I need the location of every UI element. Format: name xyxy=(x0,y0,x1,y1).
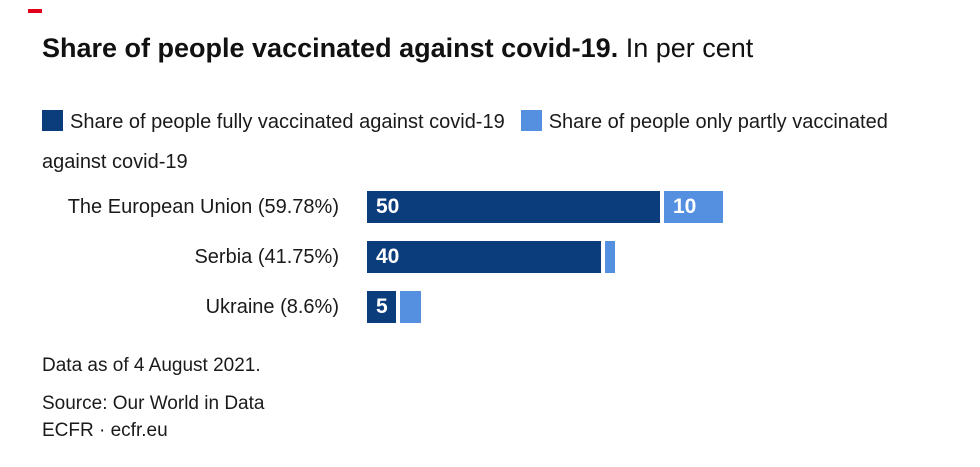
bar-segment-partly-vaccinated: 10 xyxy=(664,191,723,223)
footer-data-date: Data as of 4 August 2021. xyxy=(42,355,261,376)
bar-value-label: 10 xyxy=(673,195,697,218)
bar-value-label: 5 xyxy=(376,295,388,318)
chart-title-subtitle: In per cent xyxy=(625,33,754,63)
legend-label-partly-vaccinated-line1: Share of people only partly vaccinated xyxy=(548,111,888,133)
legend-label-partly-vaccinated-line2: against covid-19 xyxy=(42,151,188,173)
bar-segment-fully-vaccinated: 5 xyxy=(367,291,396,323)
legend-swatch-fully-vaccinated-icon xyxy=(42,110,63,131)
legend: Share of people fully vaccinated against… xyxy=(42,102,972,182)
bar-row-european-union: The European Union (59.78%) 50 10 xyxy=(0,191,980,223)
bar-row-serbia: Serbia (41.75%) 40 xyxy=(0,241,980,273)
legend-label-fully-vaccinated: Share of people fully vaccinated against… xyxy=(70,111,505,133)
footer-source: Source: Our World in Data xyxy=(42,393,265,414)
category-label-ukraine: Ukraine (8.6%) xyxy=(205,295,339,318)
bar-chart: The European Union (59.78%) 50 10 Serbia… xyxy=(0,191,980,341)
bar-segment-partly-vaccinated xyxy=(605,241,615,273)
bar-value-label: 40 xyxy=(376,245,400,268)
bar-value-label: 50 xyxy=(376,195,400,218)
bar-row-ukraine: Ukraine (8.6%) 5 xyxy=(0,291,980,323)
bar-segment-fully-vaccinated: 50 xyxy=(367,191,660,223)
legend-swatch-partly-vaccinated-icon xyxy=(520,110,542,131)
chart-title: Share of people vaccinated against covid… xyxy=(42,33,753,63)
footer-credit: ECFR · ecfr.eu xyxy=(42,420,168,441)
bar-segment-fully-vaccinated: 40 xyxy=(367,241,601,273)
ecfr-brand-dash-icon xyxy=(28,9,42,13)
bar-segment-partly-vaccinated xyxy=(400,291,421,323)
category-label-european-union: The European Union (59.78%) xyxy=(67,195,339,218)
category-label-serbia: Serbia (41.75%) xyxy=(194,245,339,268)
chart-title-main: Share of people vaccinated against covid… xyxy=(42,33,619,63)
